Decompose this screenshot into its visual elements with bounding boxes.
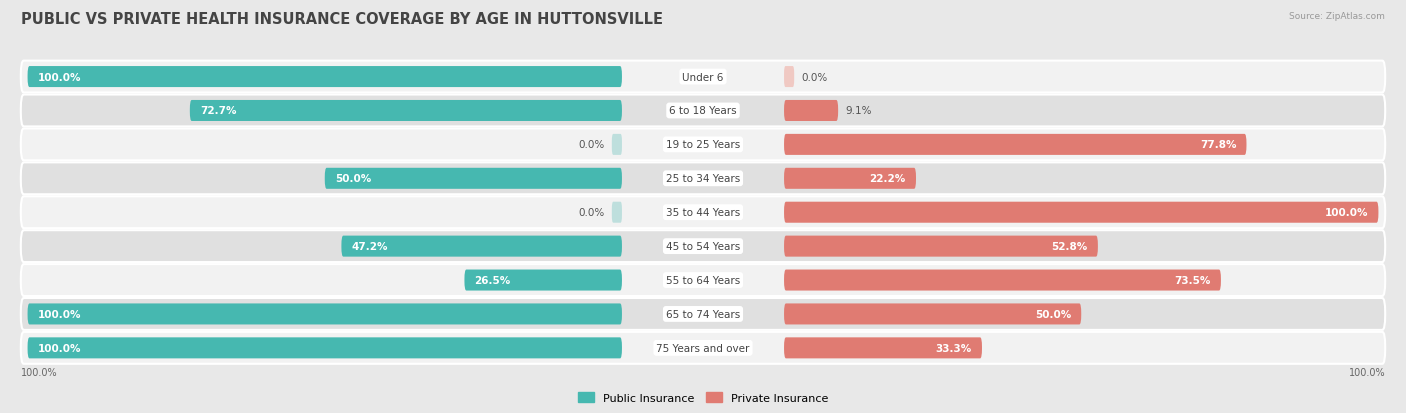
FancyBboxPatch shape <box>21 95 1385 127</box>
Text: 100.0%: 100.0% <box>21 368 58 377</box>
Text: 50.0%: 50.0% <box>335 174 371 184</box>
Text: 26.5%: 26.5% <box>475 275 510 285</box>
FancyBboxPatch shape <box>28 304 621 325</box>
FancyBboxPatch shape <box>785 337 981 358</box>
FancyBboxPatch shape <box>21 129 1385 161</box>
Text: 100.0%: 100.0% <box>38 309 82 319</box>
FancyBboxPatch shape <box>785 67 794 88</box>
Text: Under 6: Under 6 <box>682 72 724 82</box>
Text: 22.2%: 22.2% <box>870 174 905 184</box>
Text: 65 to 74 Years: 65 to 74 Years <box>666 309 740 319</box>
FancyBboxPatch shape <box>612 202 621 223</box>
Text: 47.2%: 47.2% <box>352 242 388 252</box>
FancyBboxPatch shape <box>21 163 1385 195</box>
FancyBboxPatch shape <box>21 62 1385 93</box>
FancyBboxPatch shape <box>464 270 621 291</box>
FancyBboxPatch shape <box>21 230 1385 262</box>
FancyBboxPatch shape <box>325 169 621 189</box>
Text: 0.0%: 0.0% <box>579 208 605 218</box>
FancyBboxPatch shape <box>785 135 1247 156</box>
Text: 6 to 18 Years: 6 to 18 Years <box>669 106 737 116</box>
Text: 100.0%: 100.0% <box>1348 368 1385 377</box>
Text: 19 to 25 Years: 19 to 25 Years <box>666 140 740 150</box>
Text: PUBLIC VS PRIVATE HEALTH INSURANCE COVERAGE BY AGE IN HUTTONSVILLE: PUBLIC VS PRIVATE HEALTH INSURANCE COVER… <box>21 12 664 27</box>
Text: 100.0%: 100.0% <box>1324 208 1368 218</box>
Text: 100.0%: 100.0% <box>38 343 82 353</box>
Text: 35 to 44 Years: 35 to 44 Years <box>666 208 740 218</box>
FancyBboxPatch shape <box>21 264 1385 296</box>
Text: 52.8%: 52.8% <box>1052 242 1088 252</box>
Legend: Public Insurance, Private Insurance: Public Insurance, Private Insurance <box>574 388 832 408</box>
Text: 33.3%: 33.3% <box>935 343 972 353</box>
Text: 9.1%: 9.1% <box>845 106 872 116</box>
Text: 25 to 34 Years: 25 to 34 Years <box>666 174 740 184</box>
FancyBboxPatch shape <box>612 135 621 156</box>
FancyBboxPatch shape <box>190 101 621 122</box>
FancyBboxPatch shape <box>785 236 1098 257</box>
FancyBboxPatch shape <box>785 270 1220 291</box>
Text: 50.0%: 50.0% <box>1035 309 1071 319</box>
Text: 0.0%: 0.0% <box>801 72 827 82</box>
Text: 55 to 64 Years: 55 to 64 Years <box>666 275 740 285</box>
FancyBboxPatch shape <box>785 169 915 189</box>
Text: Source: ZipAtlas.com: Source: ZipAtlas.com <box>1289 12 1385 21</box>
Text: 72.7%: 72.7% <box>200 106 236 116</box>
FancyBboxPatch shape <box>21 332 1385 364</box>
Text: 75 Years and over: 75 Years and over <box>657 343 749 353</box>
FancyBboxPatch shape <box>785 101 838 122</box>
Text: 45 to 54 Years: 45 to 54 Years <box>666 242 740 252</box>
Text: 100.0%: 100.0% <box>38 72 82 82</box>
FancyBboxPatch shape <box>28 67 621 88</box>
FancyBboxPatch shape <box>28 337 621 358</box>
Text: 0.0%: 0.0% <box>579 140 605 150</box>
FancyBboxPatch shape <box>342 236 621 257</box>
FancyBboxPatch shape <box>21 197 1385 228</box>
Text: 77.8%: 77.8% <box>1199 140 1236 150</box>
FancyBboxPatch shape <box>21 298 1385 330</box>
FancyBboxPatch shape <box>785 202 1378 223</box>
FancyBboxPatch shape <box>785 304 1081 325</box>
Text: 73.5%: 73.5% <box>1174 275 1211 285</box>
